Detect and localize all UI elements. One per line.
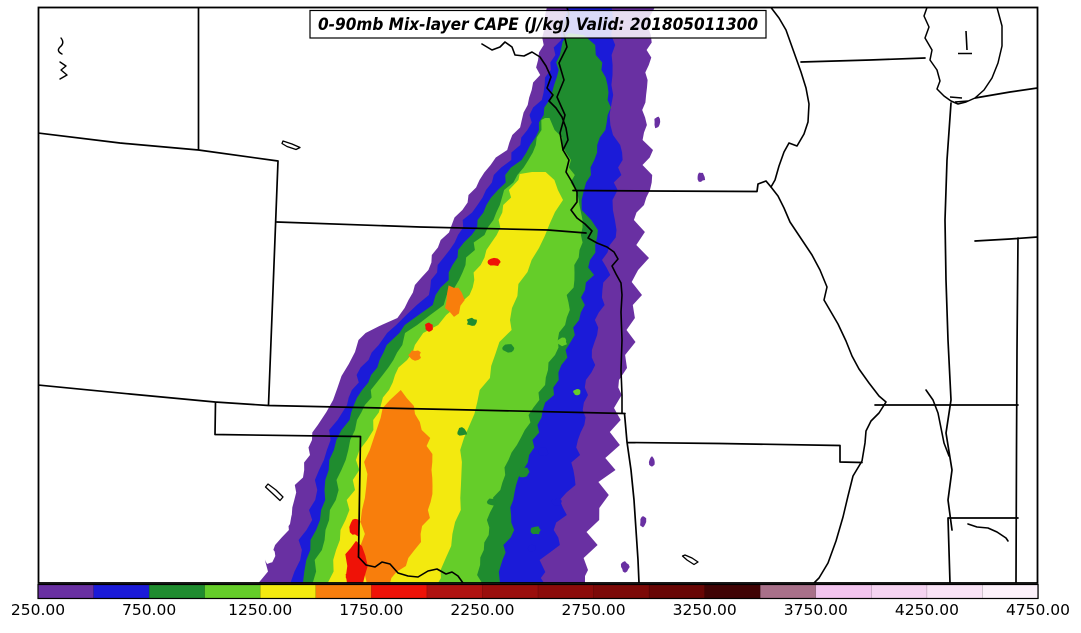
colorbar-segment-4500-4750 [982, 584, 1039, 599]
colorbar-segment-500-750 [93, 584, 150, 599]
colorbar-tick-label: 2250.00 [450, 601, 514, 619]
contour-spot-dkgreen-speck [486, 498, 497, 506]
contour-spot-dkgreen-speck [466, 317, 477, 326]
plot-title: 0-90mb Mix-layer CAPE (J/kg) Valid: 2018… [318, 15, 758, 35]
wyoming-lake-squiggles [57, 37, 68, 80]
title-box [309, 9, 767, 39]
red-river [357, 556, 464, 583]
colorbar-segment-4000-4250 [871, 584, 928, 599]
colorbar-tick-label: 3750.00 [784, 601, 848, 619]
contour-spot-ltgreen-speck [557, 337, 567, 347]
contour-spot-purple-outlier [654, 116, 661, 129]
tennessee-river-1 [925, 389, 950, 457]
colorbar-tick-label: 750.00 [122, 601, 176, 619]
contour-spot-red-dash-nebraska [487, 257, 501, 266]
contour-spot-purple-outlier [640, 516, 647, 528]
contour-spot-purple-outlier [620, 561, 630, 573]
colorbar-segment-4250-4500 [926, 584, 984, 599]
colorbar-tick-label: 250.00 [11, 601, 65, 619]
contour-spot-dkgreen-speck [502, 344, 515, 353]
contour-spot-red-core-south-2 [345, 569, 364, 583]
lake-mcconaughy [281, 140, 301, 151]
colorbar-tick-label: 1750.00 [339, 601, 403, 619]
colorbar-segment-2500-2750 [537, 584, 595, 599]
colorbar-segment-1750-2000 [371, 584, 428, 599]
colorbar-segment-250-500 [37, 584, 95, 599]
colorbar-tick-label: 4250.00 [895, 601, 959, 619]
colorbar-tick-label: 2750.00 [562, 601, 626, 619]
colorbar-segment-2000-2250 [426, 584, 484, 599]
colorbar-segment-3250-3500 [704, 584, 762, 599]
map-frame [37, 6, 1039, 584]
colorbar-segment-3500-3750 [759, 584, 817, 599]
contour-spot-dkgreen-speck [457, 427, 468, 436]
colorbar-tick-label: 4750.00 [1006, 601, 1070, 619]
rivers [57, 7, 1009, 583]
texas-panhandle-lake [264, 483, 284, 502]
contour-spot-purple-outlier [648, 456, 655, 467]
contour-spot-blue-speck [538, 447, 549, 456]
state-border-lines [38, 7, 1038, 583]
missouri-river [481, 41, 623, 414]
contour-spot-white-inlet [264, 547, 276, 564]
colorbar-segment-2750-3000 [593, 584, 650, 599]
contour-spot-white-inlet [274, 502, 292, 530]
colorbar-segment-750-1000 [148, 584, 206, 599]
contour-field [258, 7, 706, 583]
lake-michigan [923, 7, 1003, 105]
lakes [264, 7, 1003, 566]
contour-spot-orange-blob-north [445, 285, 465, 317]
contour-spot-blue-speck [551, 498, 562, 506]
contour-spot-dkgreen-speck [530, 526, 541, 535]
tennessee-river-2 [967, 523, 1009, 542]
mississippi-river [770, 7, 887, 583]
contour-spot-red-speck-1 [349, 518, 361, 537]
arkansas-lake [681, 554, 699, 566]
contour-spot-orange-speck [408, 350, 421, 361]
contour-spot-dkgreen-speck [517, 467, 530, 478]
contour-spot-red-dot [424, 322, 433, 332]
colorbar-tick-labels: 250.00 750.00 1250.00 1750.00 2250.00 2750.00… [11, 601, 1070, 619]
colorbar [37, 584, 1039, 599]
colorbar-segment-1000-1250 [204, 584, 262, 599]
contour-spot-purple-outlier [697, 172, 706, 182]
contour-spot-blue-speck [527, 544, 536, 552]
lake-michigan-marks [949, 30, 972, 103]
colorbar-segment-1250-1500 [259, 584, 317, 599]
colorbar-outline [37, 583, 1039, 600]
state-borders [38, 7, 1038, 583]
colorbar-segment-3750-4000 [815, 584, 873, 599]
colorbar-segment-3000-3250 [648, 584, 706, 599]
contour-spot-ltgreen-speck [573, 389, 581, 396]
contour-layer-cape-1500-1750 [360, 390, 433, 583]
colorbar-tick-label: 1250.00 [228, 601, 292, 619]
colorbar-segment-2250-2500 [482, 584, 539, 599]
colorbar-segment-1500-1750 [315, 584, 373, 599]
colorbar-tick-label: 3250.00 [673, 601, 737, 619]
